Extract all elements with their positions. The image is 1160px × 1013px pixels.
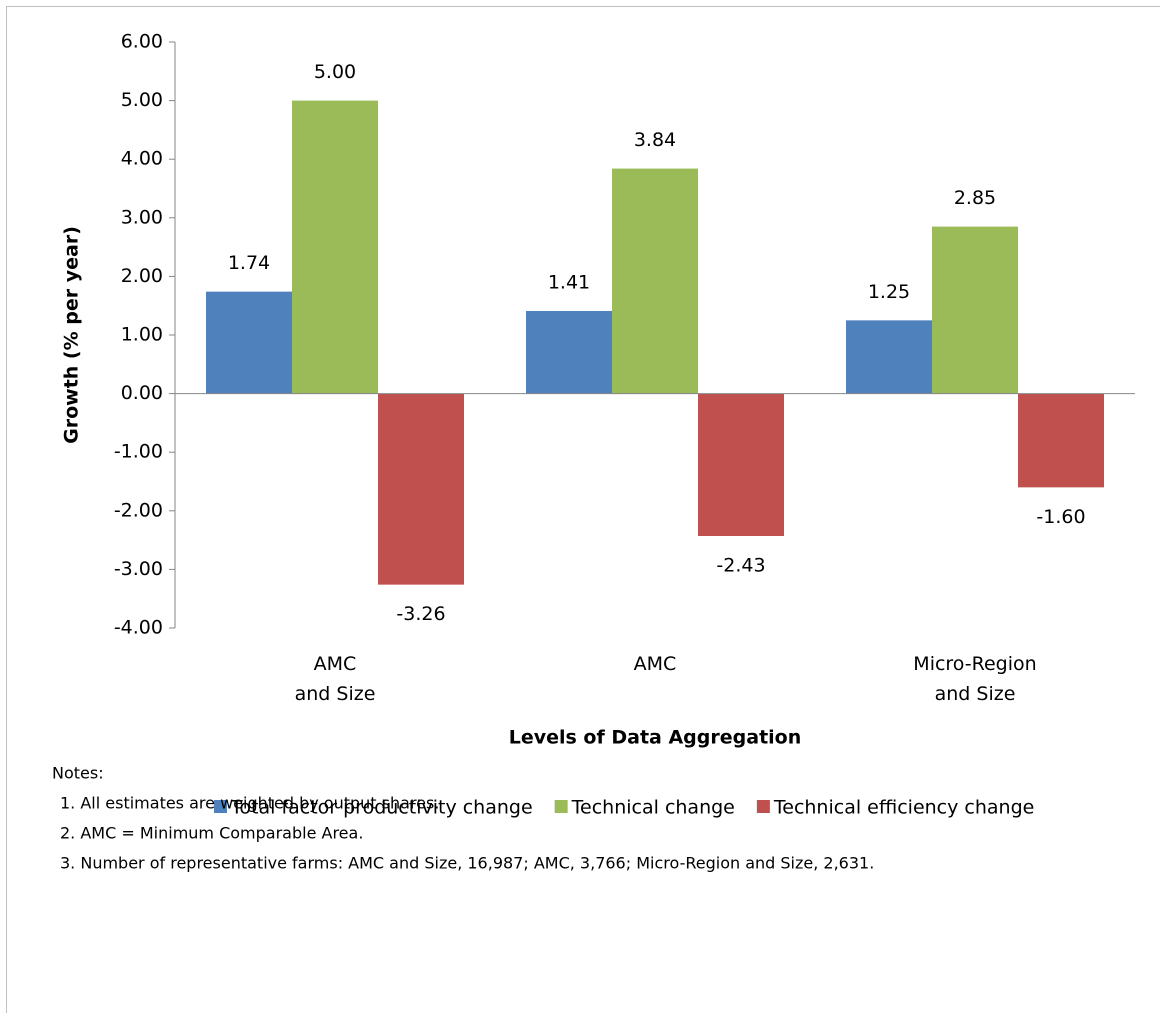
x-tick-label-line: AMC <box>634 653 677 675</box>
bar <box>378 393 464 585</box>
bar <box>206 291 292 394</box>
y-tick-label: -1.00 <box>114 441 163 463</box>
bar <box>932 226 1018 394</box>
x-tick-label-line: and Size <box>295 683 376 705</box>
y-tick-label: 6.00 <box>121 31 163 53</box>
bar <box>846 320 932 394</box>
chart-frame <box>6 6 1160 1013</box>
x-tick-label-line: Micro-Region <box>913 653 1036 675</box>
bar <box>526 310 612 394</box>
y-tick-label: 1.00 <box>121 324 163 346</box>
data-label: -1.60 <box>1036 506 1085 528</box>
legend-swatch <box>214 800 227 813</box>
y-tick-label: 5.00 <box>121 89 163 111</box>
data-label: 5.00 <box>314 61 356 83</box>
y-axis-title: Growth (% per year) <box>61 226 83 444</box>
data-label: 2.85 <box>954 187 996 209</box>
y-tick-label: 2.00 <box>121 265 163 287</box>
data-label: 1.74 <box>228 252 270 274</box>
y-tick-label: -4.00 <box>114 617 163 639</box>
x-tick-label: AMC and Size <box>295 653 376 705</box>
bar <box>698 393 784 536</box>
x-tick-label-line: and Size <box>935 683 1016 705</box>
y-tick-label: 3.00 <box>121 206 163 228</box>
x-tick-label: Micro-Region and Size <box>913 653 1036 705</box>
legend-label: Total factor productivity change <box>230 797 533 819</box>
note: 2. AMC = Minimum Comparable Area. <box>60 824 363 843</box>
data-label: 1.41 <box>548 271 590 293</box>
y-tick-label: -3.00 <box>114 558 163 580</box>
bar <box>292 100 378 394</box>
legend-label: Technical efficiency change <box>773 797 1034 819</box>
y-tick-label: 4.00 <box>121 148 163 170</box>
x-tick-label-line: AMC <box>314 653 357 675</box>
legend-swatch <box>756 800 770 813</box>
notes-title: Notes: <box>52 764 104 783</box>
y-tick-label: -2.00 <box>114 499 163 521</box>
data-label: -3.26 <box>396 603 445 625</box>
data-label: 1.25 <box>868 281 910 303</box>
data-label: 3.84 <box>634 129 676 151</box>
x-axis-title: Levels of Data Aggregation <box>509 727 802 749</box>
y-tick-label: 0.00 <box>121 382 163 404</box>
bar <box>612 168 698 394</box>
note: 1. All estimates are weighted by output … <box>60 794 439 813</box>
x-tick-label: AMC <box>634 653 677 675</box>
data-label: -2.43 <box>716 554 765 576</box>
bar <box>1018 393 1104 488</box>
legend-label: Technical change <box>571 797 735 819</box>
legend-swatch <box>554 800 568 813</box>
note: 3. Number of representative farms: AMC a… <box>60 854 874 873</box>
